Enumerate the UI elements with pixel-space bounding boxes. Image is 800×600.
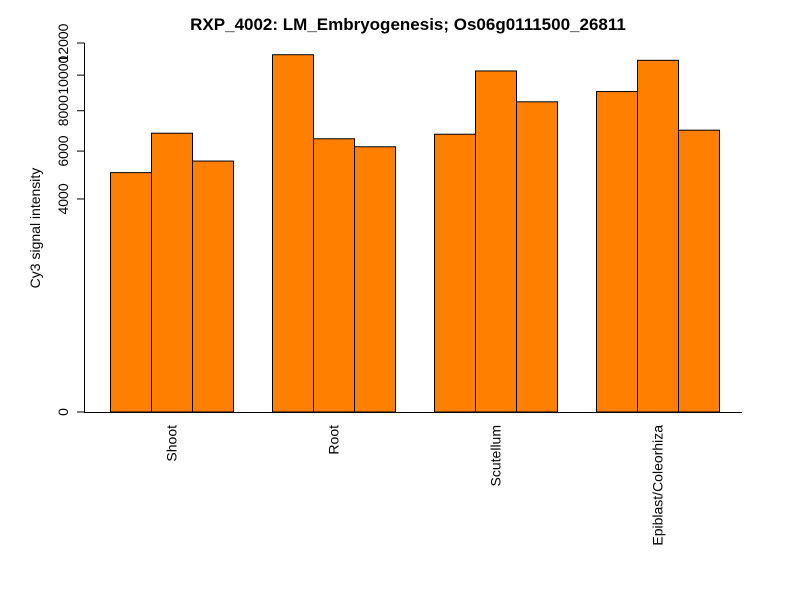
x-tick-label: Epiblast/Coleorhiza [650, 425, 666, 546]
y-tick-label: 0 [55, 408, 71, 416]
bar-scutellum-1 [434, 133, 476, 413]
bar-scutellum-2 [475, 70, 517, 413]
bar-root-3 [354, 146, 396, 413]
bars-group [110, 54, 720, 413]
y-tick-label: 12000 [55, 23, 71, 62]
y-tick-label: 10000 [55, 55, 71, 94]
x-tick-label: Root [326, 425, 342, 455]
bar-root-1 [272, 54, 314, 413]
x-tick-label: Scutellum [488, 425, 504, 486]
y-tick-label: 6000 [55, 135, 71, 166]
y-tick-label: 8000 [55, 95, 71, 126]
bar-scutellum-3 [516, 101, 558, 413]
bar-epiblast-coleorhiza-2 [637, 59, 679, 413]
x-axis: Shoot Root Scutellum Epiblast/Coleorhiza [84, 412, 742, 546]
x-tick-label: Shoot [164, 425, 180, 462]
bar-shoot-3 [192, 160, 234, 413]
bar-epiblast-coleorhiza-3 [678, 129, 720, 413]
bar-root-2 [313, 138, 355, 413]
chart-title: RXP_4002: LM_Embryogenesis; Os06g0111500… [190, 15, 626, 34]
bar-shoot-1 [110, 172, 152, 413]
bar-shoot-2 [151, 132, 193, 413]
bar-epiblast-coleorhiza-1 [596, 91, 638, 413]
y-tick-label: 4000 [55, 183, 71, 214]
y-axis-label: Cy3 signal intensity [27, 168, 43, 289]
